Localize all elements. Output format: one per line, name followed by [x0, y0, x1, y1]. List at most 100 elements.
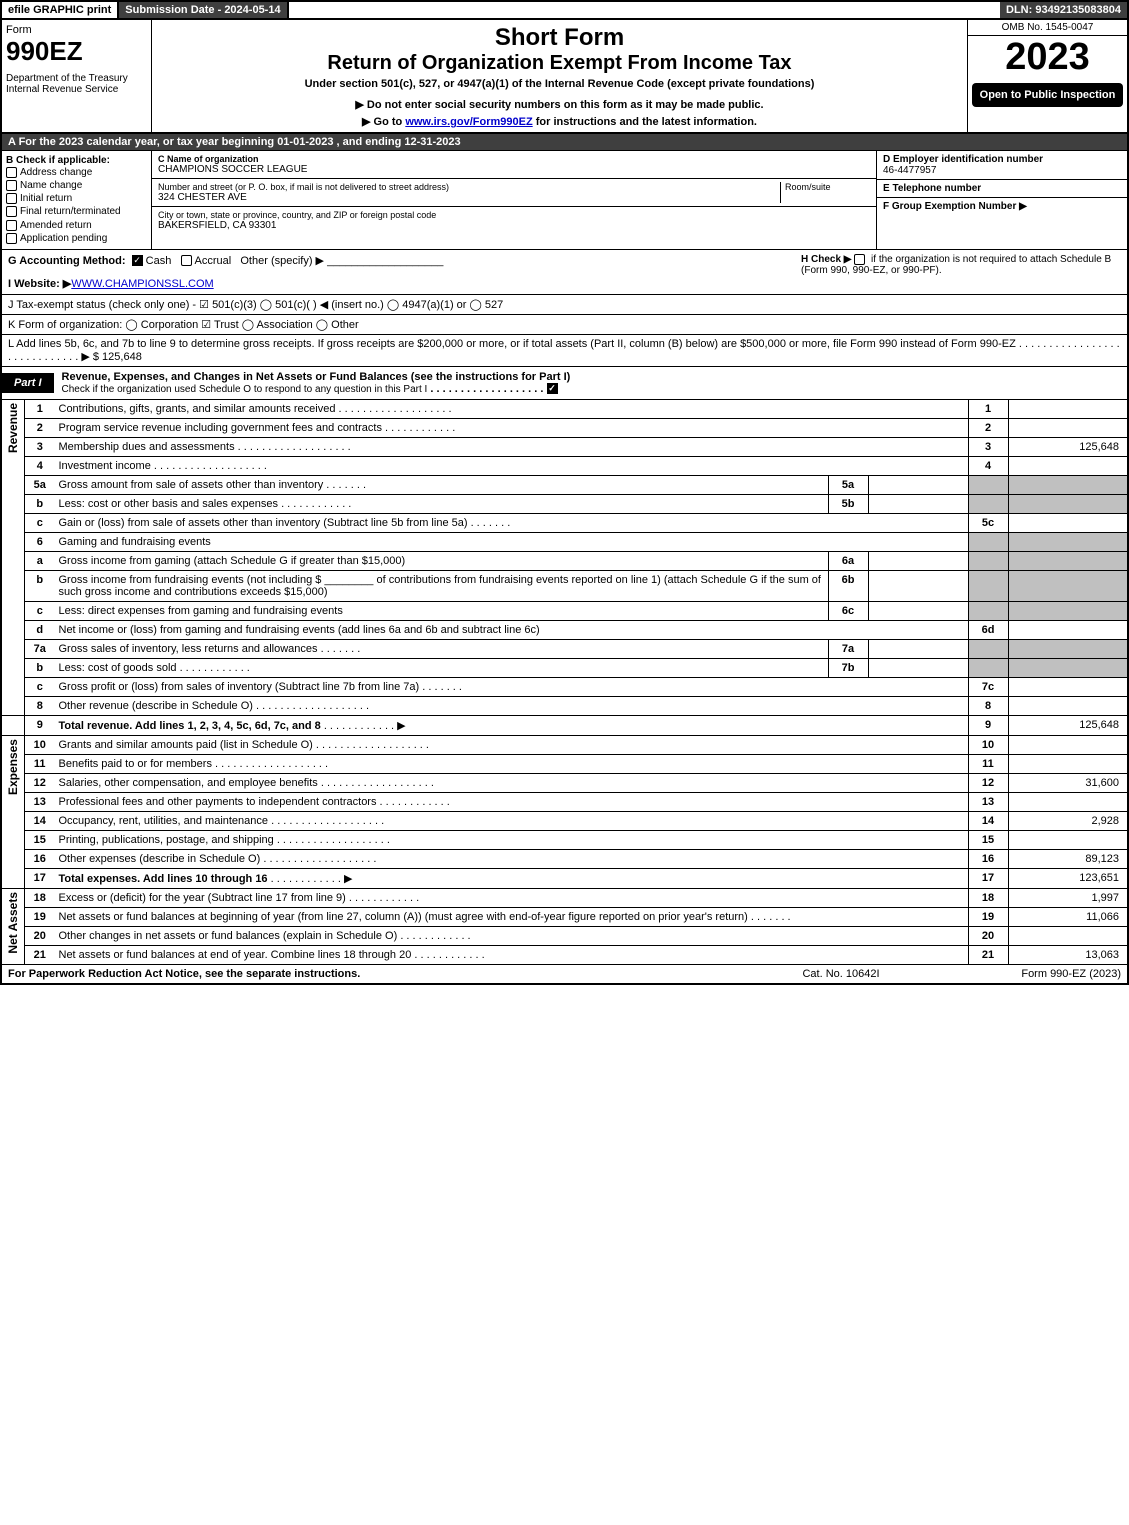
table-row: Net Assets 18Excess or (deficit) for the…: [1, 888, 1128, 907]
header-center: Short Form Return of Organization Exempt…: [152, 20, 967, 132]
checkbox-icon: [6, 233, 17, 244]
cb-initial-return[interactable]: Initial return: [6, 192, 147, 205]
subtitle: Under section 501(c), 527, or 4947(a)(1)…: [156, 78, 963, 90]
website-row: I Website: ▶WWW.CHAMPIONSSL.COM: [8, 277, 801, 290]
table-row: Revenue 1Contributions, gifts, grants, a…: [1, 400, 1128, 419]
city-state-zip: BAKERSFIELD, CA 93301: [158, 220, 870, 231]
col-c-org-info: C Name of organization CHAMPIONS SOCCER …: [152, 151, 877, 249]
checkbox-icon: [181, 255, 192, 266]
telephone-cell: E Telephone number: [877, 180, 1127, 198]
table-row: 13Professional fees and other payments t…: [1, 792, 1128, 811]
table-row: 12Salaries, other compensation, and empl…: [1, 773, 1128, 792]
table-row: 11Benefits paid to or for members11: [1, 754, 1128, 773]
part-title: Revenue, Expenses, and Changes in Net As…: [54, 367, 1127, 399]
table-row: 7aGross sales of inventory, less returns…: [1, 639, 1128, 658]
table-row: 15Printing, publications, postage, and s…: [1, 830, 1128, 849]
efile-label[interactable]: efile GRAPHIC print: [2, 2, 119, 18]
city-cell: City or town, state or province, country…: [152, 207, 876, 234]
ein-cell: D Employer identification number 46-4477…: [877, 151, 1127, 180]
table-row: cGross profit or (loss) from sales of in…: [1, 677, 1128, 696]
street-cell: Number and street (or P. O. box, if mail…: [152, 179, 876, 207]
expenses-sidelabel: Expenses: [6, 739, 20, 795]
cb-name-change[interactable]: Name change: [6, 179, 147, 192]
header-right: OMB No. 1545-0047 2023 Open to Public In…: [967, 20, 1127, 132]
table-row: 4Investment income4: [1, 456, 1128, 475]
checkbox-checked-icon: [132, 255, 143, 266]
table-row: bGross income from fundraising events (n…: [1, 570, 1128, 601]
footer-paperwork: For Paperwork Reduction Act Notice, see …: [8, 968, 741, 980]
part-i-header: Part I Revenue, Expenses, and Changes in…: [0, 367, 1129, 400]
table-row: 16Other expenses (describe in Schedule O…: [1, 849, 1128, 868]
checkbox-icon[interactable]: [854, 254, 865, 265]
section-h: H Check ▶ if the organization is not req…: [801, 254, 1121, 290]
tax-year: 2023: [968, 36, 1127, 79]
table-row: aGross income from gaming (attach Schedu…: [1, 551, 1128, 570]
table-row: dNet income or (loss) from gaming and fu…: [1, 620, 1128, 639]
table-row: bLess: cost of goods sold7b: [1, 658, 1128, 677]
cb-final-return[interactable]: Final return/terminated: [6, 205, 147, 218]
dln-label: DLN: 93492135083804: [1000, 2, 1127, 18]
ein-value: 46-4477957: [883, 165, 1121, 176]
row-a-tax-year: A For the 2023 calendar year, or tax yea…: [0, 134, 1129, 151]
row-l-gross-receipts: L Add lines 5b, 6c, and 7b to line 9 to …: [0, 335, 1129, 367]
table-row: 14Occupancy, rent, utilities, and mainte…: [1, 811, 1128, 830]
cb-address-change[interactable]: Address change: [6, 166, 147, 179]
submission-date: Submission Date - 2024-05-14: [119, 2, 288, 18]
table-row: 2Program service revenue including gover…: [1, 418, 1128, 437]
checkbox-icon: [6, 167, 17, 178]
table-row: 5aGross amount from sale of assets other…: [1, 475, 1128, 494]
header-left: Form 990EZ Department of the Treasury In…: [2, 20, 152, 132]
row-k-form-org: K Form of organization: ◯ Corporation ☑ …: [0, 315, 1129, 335]
open-to-public-badge: Open to Public Inspection: [972, 83, 1123, 107]
identity-grid: B Check if applicable: Address change Na…: [0, 151, 1129, 250]
accounting-method: G Accounting Method: Cash Accrual Other …: [8, 254, 801, 267]
footer-catno: Cat. No. 10642I: [741, 968, 941, 980]
table-row: cGain or (loss) from sale of assets othe…: [1, 513, 1128, 532]
checkbox-icon: [6, 220, 17, 231]
section-g-left: G Accounting Method: Cash Accrual Other …: [8, 254, 801, 290]
row-j-tax-exempt: J Tax-exempt status (check only one) - ☑…: [0, 295, 1129, 315]
col-b-checkboxes: B Check if applicable: Address change Na…: [2, 151, 152, 249]
table-row: 20Other changes in net assets or fund ba…: [1, 926, 1128, 945]
table-row: bLess: cost or other basis and sales exp…: [1, 494, 1128, 513]
table-row: 17Total expenses. Add lines 10 through 1…: [1, 868, 1128, 888]
table-row: 21Net assets or fund balances at end of …: [1, 945, 1128, 964]
form-header: Form 990EZ Department of the Treasury In…: [0, 20, 1129, 134]
gross-receipts-amount: 125,648: [102, 351, 142, 363]
form-label: Form: [6, 24, 147, 36]
page-footer: For Paperwork Reduction Act Notice, see …: [0, 965, 1129, 985]
lines-table: Revenue 1Contributions, gifts, grants, a…: [0, 400, 1129, 965]
checkbox-checked-icon: [547, 383, 558, 394]
table-row: 9Total revenue. Add lines 1, 2, 3, 4, 5c…: [1, 715, 1128, 735]
street-address: 324 CHESTER AVE: [158, 192, 780, 203]
org-name-cell: C Name of organization CHAMPIONS SOCCER …: [152, 151, 876, 179]
table-row: Expenses 10Grants and similar amounts pa…: [1, 735, 1128, 754]
footer-formno: Form 990-EZ (2023): [941, 968, 1121, 980]
org-name: CHAMPIONS SOCCER LEAGUE: [158, 164, 870, 175]
col-d-ein: D Employer identification number 46-4477…: [877, 151, 1127, 249]
form-number: 990EZ: [6, 36, 147, 67]
table-row: 19Net assets or fund balances at beginni…: [1, 907, 1128, 926]
title-short-form: Short Form: [156, 24, 963, 52]
col-b-title: B Check if applicable:: [6, 155, 147, 166]
table-row: 3Membership dues and assessments3125,648: [1, 437, 1128, 456]
top-bar: efile GRAPHIC print Submission Date - 20…: [0, 0, 1129, 20]
table-row: cLess: direct expenses from gaming and f…: [1, 601, 1128, 620]
section-g-h: G Accounting Method: Cash Accrual Other …: [0, 250, 1129, 295]
title-main: Return of Organization Exempt From Incom…: [156, 52, 963, 75]
table-row: 6Gaming and fundraising events: [1, 532, 1128, 551]
note-ssn: ▶ Do not enter social security numbers o…: [156, 98, 963, 111]
website-link[interactable]: WWW.CHAMPIONSSL.COM: [71, 278, 213, 290]
irs-link[interactable]: www.irs.gov/Form990EZ: [405, 116, 532, 128]
checkbox-icon: [6, 180, 17, 191]
cb-application-pending[interactable]: Application pending: [6, 232, 147, 245]
net-assets-sidelabel: Net Assets: [6, 892, 20, 954]
room-suite-label: Room/suite: [780, 182, 870, 203]
revenue-sidelabel: Revenue: [6, 403, 20, 453]
checkbox-icon: [6, 193, 17, 204]
omb-number: OMB No. 1545-0047: [968, 20, 1127, 36]
cb-amended-return[interactable]: Amended return: [6, 219, 147, 232]
note-link: ▶ Go to www.irs.gov/Form990EZ for instru…: [156, 115, 963, 128]
group-exemption-cell: F Group Exemption Number ▶: [877, 198, 1127, 215]
checkbox-icon: [6, 206, 17, 217]
